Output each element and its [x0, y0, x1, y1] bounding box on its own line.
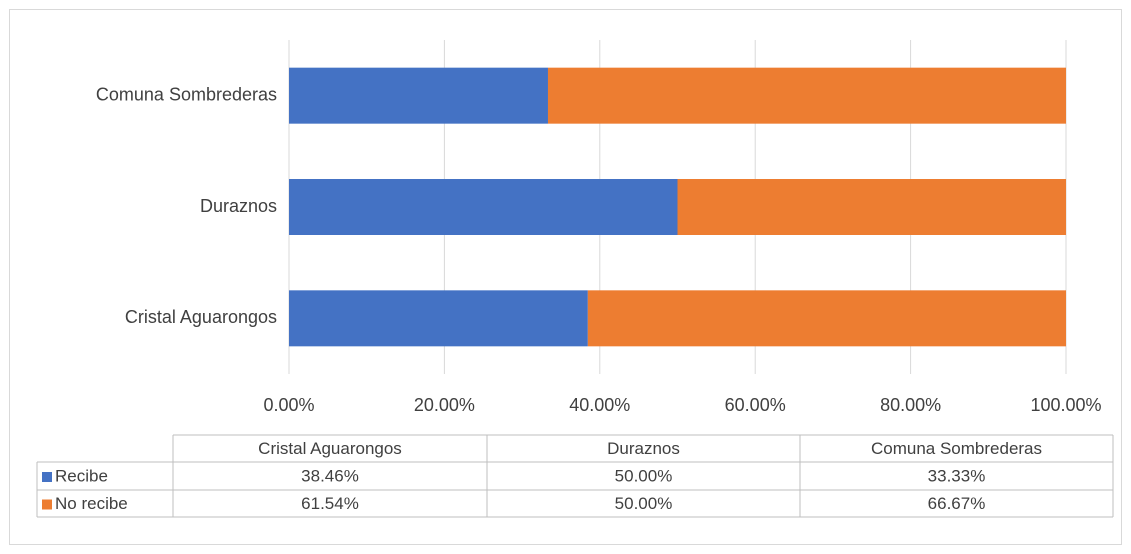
x-tick-label: 40.00% [569, 395, 630, 415]
legend-label: No recibe [55, 494, 128, 513]
bar [587, 290, 1066, 347]
bar [289, 290, 588, 347]
bar [289, 67, 548, 124]
bar [677, 179, 1066, 235]
y-tick-label: Cristal Aguarongos [125, 307, 277, 327]
bar [289, 179, 678, 235]
legend-swatch [42, 472, 52, 482]
table-value: 61.54% [301, 494, 359, 513]
table-value: 50.00% [615, 466, 673, 485]
table-value: 38.46% [301, 466, 359, 485]
y-tick-label: Comuna Sombrederas [96, 84, 277, 104]
x-tick-label: 20.00% [414, 395, 475, 415]
table-header: Cristal Aguarongos [258, 439, 402, 458]
y-tick-label: Duraznos [200, 196, 277, 216]
x-tick-label: 60.00% [725, 395, 786, 415]
legend-label: Recibe [55, 466, 108, 485]
x-tick-label: 80.00% [880, 395, 941, 415]
table-value: 33.33% [928, 466, 986, 485]
x-tick-label: 0.00% [263, 395, 314, 415]
bar [547, 67, 1066, 124]
table-header: Duraznos [607, 439, 680, 458]
table-header: Comuna Sombrederas [871, 439, 1042, 458]
table-value: 66.67% [928, 494, 986, 513]
x-tick-label: 100.00% [1030, 395, 1101, 415]
table-value: 50.00% [615, 494, 673, 513]
legend-swatch [42, 499, 52, 510]
